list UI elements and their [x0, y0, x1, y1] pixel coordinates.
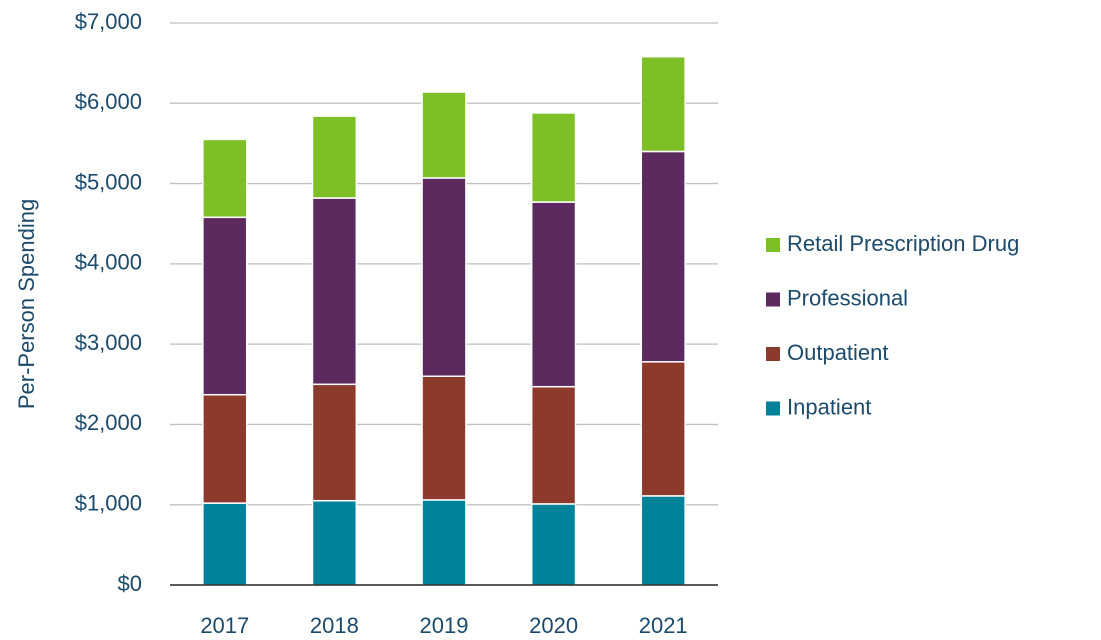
bar-segment — [640, 361, 686, 497]
y-tick-label: $2,000 — [75, 410, 142, 435]
bar-segment — [530, 112, 577, 203]
legend-label: Retail Prescription Drug — [787, 231, 1019, 256]
bar-segment — [311, 115, 358, 199]
bar-segment — [421, 375, 467, 501]
bar-segment — [311, 383, 358, 502]
legend-label: Professional — [787, 285, 908, 310]
bar-segment — [530, 201, 577, 388]
x-tick-label: 2021 — [639, 613, 688, 638]
x-tick-label: 2020 — [529, 613, 578, 638]
y-tick-label: $1,000 — [75, 491, 142, 516]
bar-segment — [202, 138, 248, 219]
y-axis-label: Per-Person Spending — [14, 199, 39, 409]
bar-segment — [311, 499, 358, 586]
y-tick-label: $7,000 — [75, 9, 142, 34]
y-tick-label: $4,000 — [75, 250, 142, 275]
bar-segment — [421, 91, 467, 179]
bar-segment — [421, 177, 467, 378]
legend-swatch — [766, 401, 780, 416]
x-tick-label: 2017 — [200, 613, 249, 638]
y-tick-label: $5,000 — [75, 169, 142, 194]
bar-segment — [202, 502, 248, 586]
bar-segment — [530, 385, 577, 505]
bar-segment — [530, 503, 577, 586]
bar-segment — [640, 495, 686, 586]
legend-swatch — [766, 347, 780, 361]
legend-label: Outpatient — [787, 340, 889, 365]
y-tick-label: $6,000 — [75, 89, 142, 114]
bar-segment — [202, 216, 248, 396]
bar-segment — [421, 499, 467, 586]
x-tick-label: 2018 — [310, 613, 359, 638]
y-tick-label: $0 — [118, 571, 142, 596]
bar-segment — [640, 55, 686, 153]
legend-swatch — [766, 238, 780, 252]
bar-segment — [311, 197, 358, 386]
bar-segment — [640, 150, 686, 363]
bar-segment — [202, 393, 248, 504]
y-tick-label: $3,000 — [75, 330, 142, 355]
legend-swatch — [766, 292, 780, 307]
legend-label: Inpatient — [787, 394, 871, 419]
x-tick-label: 2019 — [420, 613, 469, 638]
